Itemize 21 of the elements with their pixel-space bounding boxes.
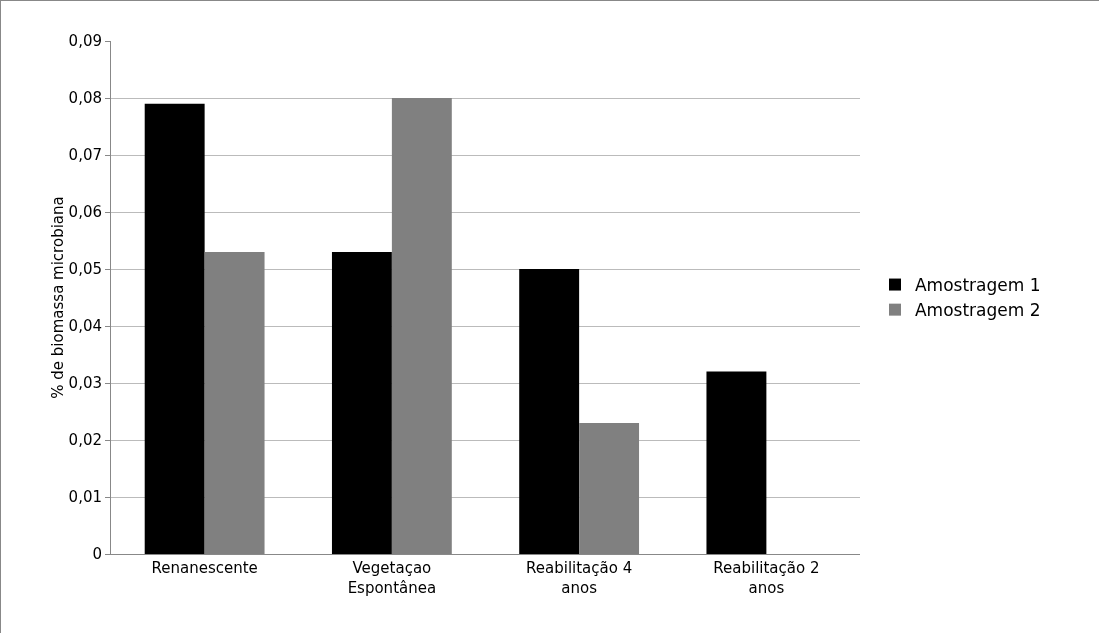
y-tick-label: 0,08 [68,89,102,108]
legend-label: Amostragem 1 [914,275,1041,296]
bar [706,371,767,554]
x-tick-label: Vegetaçao Espontânea [347,559,437,597]
y-tick-label: 0,05 [68,260,102,279]
y-tick-label: 0,07 [68,146,102,165]
y-tick-label: 0,04 [68,317,102,336]
bar [519,269,580,554]
x-tick-label: Reabilitação 2 anos [713,559,820,597]
y-tick-label: 0,03 [68,374,102,393]
legend-label: Amostragem 2 [914,300,1041,321]
y-axis-title: % de biomassa microbiana [48,196,67,399]
y-tick-label: 0,09 [68,32,102,51]
y-tick-label: 0 [92,545,102,564]
x-tick-label: Renanescente [151,559,258,577]
y-tick-label: 0,02 [68,431,102,450]
bar [144,103,205,554]
y-tick-label: 0,06 [68,203,102,222]
x-tick-label: Reabilitação 4 anos [526,559,633,597]
bar [331,251,392,554]
y-tick-label: 0,01 [68,488,102,507]
